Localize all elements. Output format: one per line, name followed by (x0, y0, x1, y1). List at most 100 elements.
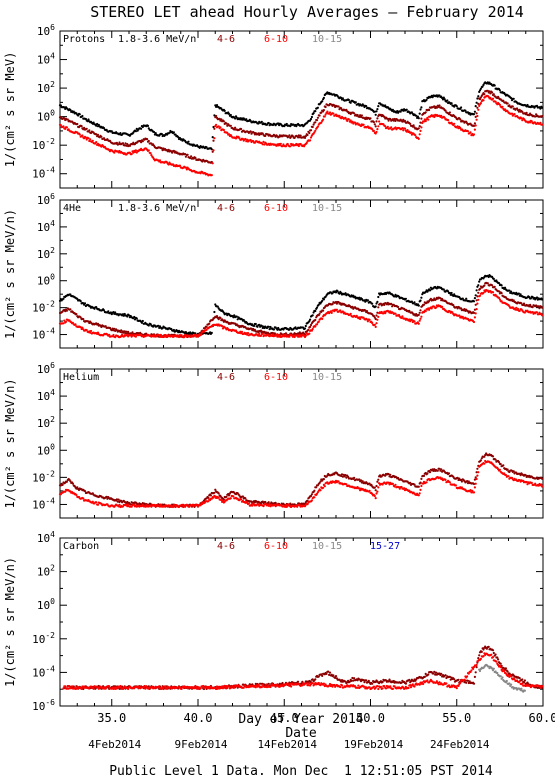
data-point (540, 483, 542, 485)
data-point (310, 118, 312, 120)
data-point (413, 320, 415, 322)
legend-entry: 15-27 (370, 541, 400, 552)
data-point (473, 300, 475, 302)
data-point (483, 463, 485, 465)
data-point (178, 336, 180, 338)
data-point (404, 128, 406, 130)
data-point (317, 126, 319, 128)
data-point (81, 125, 83, 127)
data-point (350, 313, 352, 315)
data-point (309, 326, 311, 328)
legend-entry: 4-6 (217, 541, 235, 552)
data-point (323, 97, 325, 99)
data-point (88, 129, 90, 131)
data-point (219, 126, 221, 128)
data-point (212, 149, 214, 151)
data-point (314, 110, 316, 112)
data-point (377, 479, 379, 481)
data-point (261, 121, 263, 123)
plot-frame (60, 200, 543, 348)
data-point (419, 133, 421, 135)
data-point (160, 504, 162, 506)
data-point (273, 328, 275, 330)
data-point (377, 296, 379, 298)
data-point (419, 130, 421, 132)
data-point (541, 298, 543, 300)
data-point (456, 105, 458, 107)
data-point (306, 134, 308, 136)
data-point (444, 479, 446, 481)
data-points (59, 452, 543, 508)
data-point (82, 318, 84, 320)
data-point (474, 486, 476, 488)
data-point (74, 323, 76, 325)
data-point (218, 496, 220, 498)
data-point (476, 303, 478, 305)
data-point (418, 486, 420, 488)
data-point (476, 107, 478, 109)
y-tick-label: 10-4 (32, 166, 55, 181)
data-point (373, 130, 375, 132)
data-point (179, 165, 181, 167)
data-point (541, 314, 543, 316)
data-point (100, 136, 102, 138)
data-point (474, 111, 476, 113)
data-point (224, 110, 226, 112)
data-point (375, 322, 377, 324)
data-point (376, 301, 378, 303)
data-point (465, 298, 467, 300)
data-point (492, 455, 494, 457)
data-point (310, 136, 312, 138)
data-point (437, 470, 439, 472)
data-point (208, 323, 210, 325)
data-point (60, 124, 62, 126)
data-point (304, 327, 306, 329)
data-point (479, 288, 481, 290)
data-point (375, 326, 377, 328)
data-point (108, 334, 110, 336)
data-point (230, 497, 232, 499)
data-point (339, 309, 341, 311)
data-point (309, 139, 311, 141)
data-point (461, 480, 463, 482)
data-point (460, 106, 462, 108)
data-point (146, 138, 148, 140)
panel-name: Carbon (63, 541, 99, 552)
data-point (187, 154, 189, 156)
data-point (375, 489, 377, 491)
data-point (377, 105, 379, 107)
data-point (420, 316, 422, 318)
data-point (355, 101, 357, 103)
data-point (473, 133, 475, 135)
data-point (76, 123, 78, 125)
data-point (498, 282, 500, 284)
data-point (142, 320, 144, 322)
data-point (423, 475, 425, 477)
data-point (323, 298, 325, 300)
data-point (451, 292, 453, 294)
legend-entry: 6-10 (264, 203, 288, 214)
data-point (451, 102, 453, 104)
data-point (316, 119, 318, 121)
data-point (324, 115, 326, 117)
data-point (79, 133, 81, 135)
data-point (418, 117, 420, 119)
data-point (62, 125, 64, 127)
data-point (322, 487, 324, 489)
data-point (371, 303, 373, 305)
legend-entry: 10-15 (312, 34, 342, 45)
data-point (418, 127, 420, 129)
data-point (317, 107, 319, 109)
data-point (213, 137, 215, 139)
data-point (427, 119, 429, 121)
data-point (479, 295, 481, 297)
data-point (394, 313, 396, 315)
data-point (314, 130, 316, 132)
data-point (429, 471, 431, 473)
data-point (418, 314, 420, 316)
data-point (541, 115, 543, 117)
